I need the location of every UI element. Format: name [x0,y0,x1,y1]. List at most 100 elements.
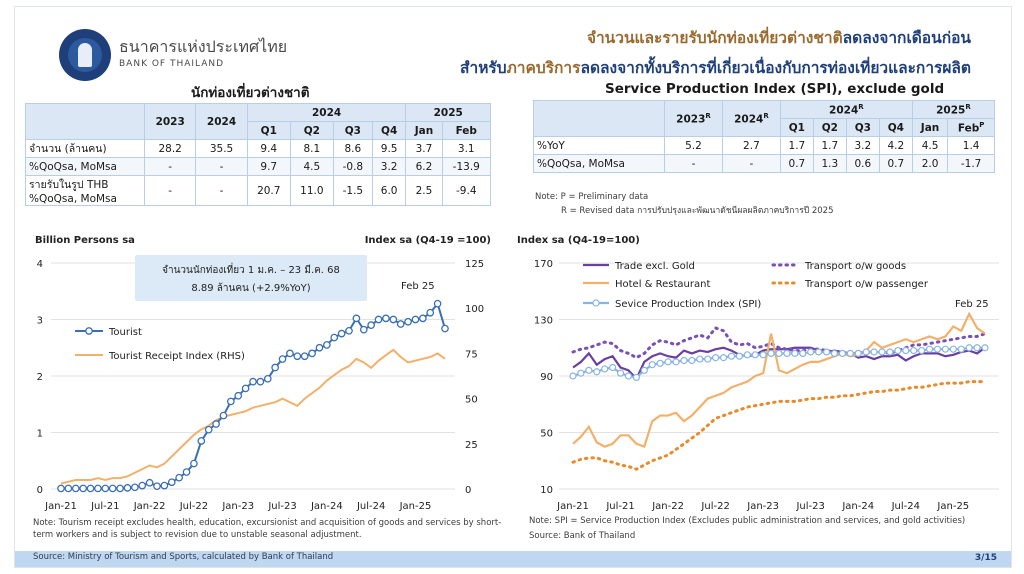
tourist-point [145,478,154,487]
table-corner [533,100,665,137]
tourist-point [271,363,280,372]
tourist-point [352,314,361,323]
table-cell: 28.2 [143,139,197,158]
table-cell: 2.5 [405,175,443,206]
spi-point [941,345,949,353]
spi-point [918,346,926,355]
tourist-table: 2023 2024 2024 2025 Q1 Q2 Q3 Q4 Jan Feb … [25,103,492,206]
table-row: %QoQsa, MoMsa - -0.7 1.3 0.6 0.7 2.0 -1.7 [533,154,995,173]
spi-point [791,349,799,358]
table-cell: -9.4 [441,175,492,206]
table-cell: 3.7 [405,139,443,158]
tourist-point [337,329,346,338]
feb-label: Feb 25 [955,299,989,310]
col-q1: Q1 [246,121,291,140]
x-tick-label: Jan-21 [44,501,77,512]
x-tick-label: Jan-25 [936,501,969,512]
y-tick-label: 170 [534,259,553,270]
transport-passenger-series-line [571,380,987,471]
tourist-point [382,314,390,323]
row-label: %QoQsa, MoMsa [533,154,665,173]
spi-point [569,372,577,380]
table-row: รายรับในรูป THB %QoQsa, MoMsa - -20.7 11.0 -1… [25,175,492,206]
spi-point [712,354,720,362]
page-number: 3/15 [974,553,997,563]
x-tick-label: Jul-24 [356,501,385,512]
spi-point [822,348,831,356]
spi-point [648,361,656,369]
spi-point [910,346,918,355]
table-cell: - [664,154,723,173]
legend-receipt-label: Tourist Receipt Index (RHS) [108,351,245,362]
table-corner [25,103,145,140]
table-cell: 1.3 [812,154,847,173]
spi-point [933,345,942,353]
year-col: 2024R [721,100,781,137]
tourist-point [101,484,110,493]
table-row: จำนวน (ล้านคน) 28.2 35.5 9.4 8.1 8.6 9.5 3.7 3.1 [25,139,492,158]
tourist-point [138,481,147,490]
table-cell: 8.6 [332,139,373,158]
left-tick-label: 2 [37,372,43,383]
hotel-series-line [572,311,986,449]
right-tick-label: 0 [465,485,471,496]
tourist-point [241,384,250,393]
y-tick-label: 130 [534,316,553,327]
x-tick-label: Jan-22 [651,501,684,512]
table-cell: 35.5 [195,139,248,158]
x-tick-label: Jul-23 [795,501,824,512]
spi-point [696,355,704,363]
row-label: รายรับในรูป THB %QoQsa, MoMsa [25,175,145,206]
col-feb: FebP [947,118,995,137]
table-cell: -0.8 [332,157,373,176]
y-tick-label: 90 [540,372,553,383]
left-tick-label: 0 [37,485,43,496]
year-col: 2023R [664,100,723,137]
spi-point [664,358,672,366]
legend-label: Hotel & Restaurant [615,279,710,290]
tourist-point [404,317,412,326]
left-tick-label: 1 [37,429,43,440]
group-2024: 2024R [779,100,913,119]
bank-logo-icon [59,29,111,81]
spi-point [680,356,688,365]
tourist-point [263,374,272,383]
table-cell: - [195,175,248,206]
tourist-point [278,355,287,363]
spi-chart: Index sa (Q4-19=100) 10 50 90 130 170 Jan-21 J… [517,235,999,512]
table-cell: - [721,154,781,173]
table-cell: - [195,157,248,176]
spi-point [743,351,751,359]
group-2025: 2025R [911,100,996,119]
tourist-point [418,314,427,323]
tourist-point [116,484,124,493]
x-tick-label: Jul-21 [605,501,634,512]
left-tick-label: 4 [37,259,43,270]
tourist-point [249,377,257,386]
table-cell: 1.7 [812,136,847,155]
table-cell: 3.2 [371,157,407,176]
table-cell: - [143,175,197,206]
spi-point [830,349,839,358]
table-cell: 9.4 [246,139,291,158]
col-jan: Jan [911,118,949,137]
col-feb: Feb [441,121,492,140]
spi-note-p: Note: P = Preliminary data [535,192,649,202]
tourist-point [108,484,117,493]
legend-label: Transport o/w goods [804,261,906,272]
spi-point [593,368,601,376]
tourist-point [322,341,331,349]
col-q4: Q4 [878,118,913,137]
spi-point [854,349,862,358]
annotation-line1: จำนวนนักท่องเที่ยว 1 ม.ค. – 23 มี.ค. 68 [162,262,340,276]
table-cell: -1.5 [332,175,373,206]
col-jan: Jan [405,121,443,140]
legend-tourist-marker [85,327,93,335]
tourist-point [175,473,184,482]
tourist-point [123,484,132,492]
right-table-title: Service Production Index (SPI), exclude … [605,81,945,97]
tourist-chart: Billion Persons sa Index sa (Q4-19 =100)… [35,235,491,512]
right-axis-title: Index sa (Q4-19 =100) [365,235,491,246]
spi-note-r: R = Revised data การปรับปรุงและพัฒนาดัชน… [561,206,834,216]
left-table-title: นักท่องเที่ยวต่างชาติ [191,85,310,101]
